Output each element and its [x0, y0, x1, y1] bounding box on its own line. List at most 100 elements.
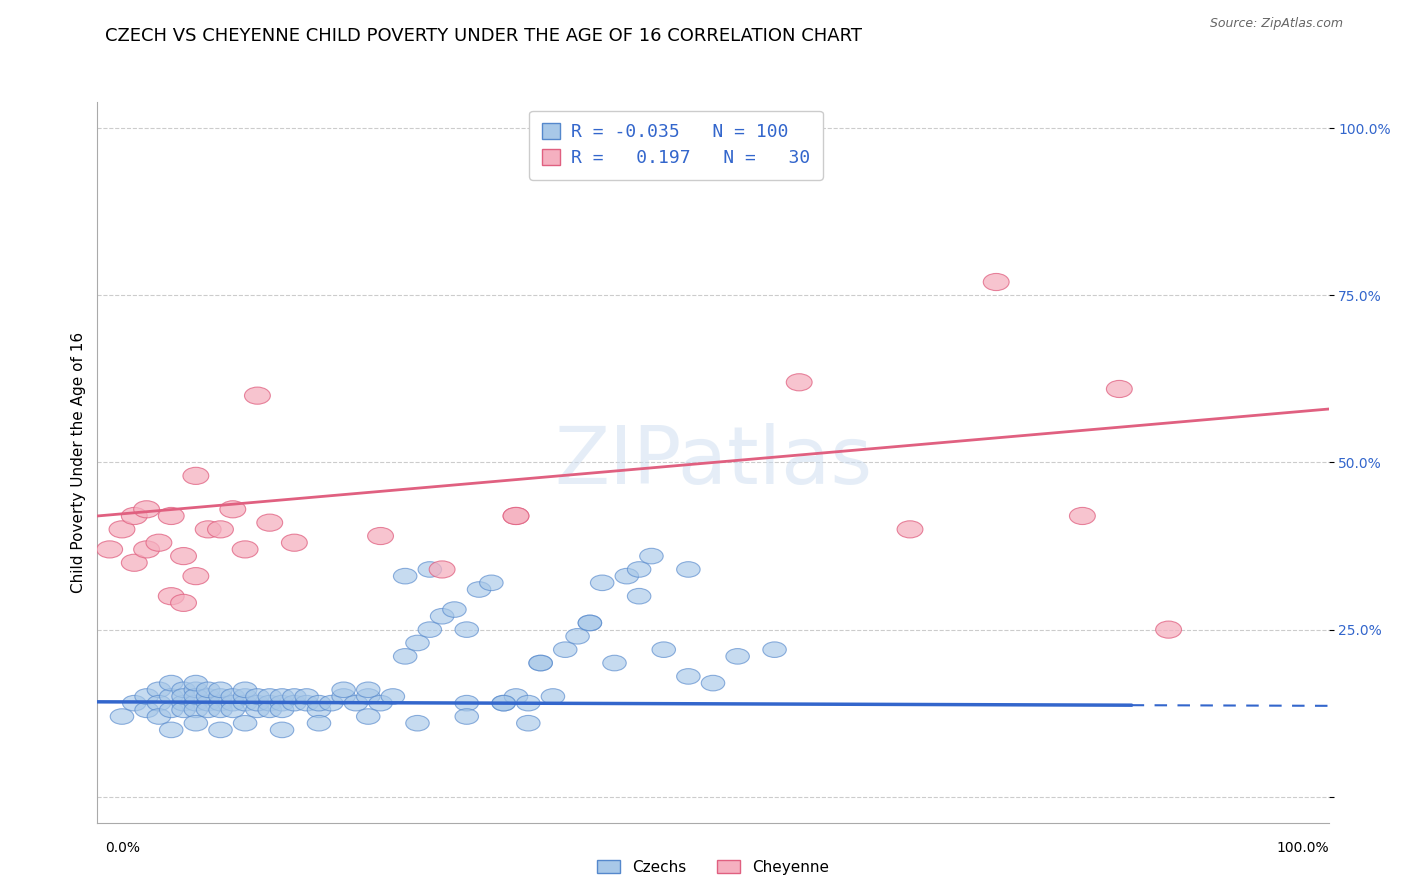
Ellipse shape	[121, 554, 148, 572]
Ellipse shape	[467, 582, 491, 598]
Ellipse shape	[110, 521, 135, 538]
Ellipse shape	[208, 702, 232, 718]
Ellipse shape	[232, 541, 259, 558]
Ellipse shape	[97, 541, 122, 558]
Ellipse shape	[763, 642, 786, 657]
Ellipse shape	[652, 642, 675, 657]
Ellipse shape	[208, 682, 232, 698]
Ellipse shape	[479, 575, 503, 591]
Ellipse shape	[197, 682, 219, 698]
Ellipse shape	[456, 622, 478, 638]
Ellipse shape	[505, 689, 527, 705]
Ellipse shape	[233, 689, 257, 705]
Ellipse shape	[135, 689, 159, 705]
Ellipse shape	[246, 689, 269, 705]
Ellipse shape	[406, 715, 429, 731]
Ellipse shape	[184, 715, 208, 731]
Ellipse shape	[184, 702, 208, 718]
Ellipse shape	[170, 594, 197, 611]
Ellipse shape	[110, 709, 134, 724]
Ellipse shape	[148, 682, 170, 698]
Y-axis label: Child Poverty Under the Age of 16: Child Poverty Under the Age of 16	[72, 332, 86, 593]
Ellipse shape	[554, 642, 576, 657]
Ellipse shape	[122, 696, 146, 711]
Ellipse shape	[308, 702, 330, 718]
Ellipse shape	[503, 508, 529, 524]
Ellipse shape	[208, 696, 232, 711]
Ellipse shape	[725, 648, 749, 665]
Ellipse shape	[270, 723, 294, 738]
Ellipse shape	[418, 562, 441, 577]
Ellipse shape	[159, 675, 183, 691]
Ellipse shape	[529, 656, 553, 671]
Ellipse shape	[308, 715, 330, 731]
Ellipse shape	[394, 648, 418, 665]
Ellipse shape	[357, 709, 380, 724]
Ellipse shape	[332, 689, 356, 705]
Ellipse shape	[529, 656, 553, 671]
Ellipse shape	[344, 696, 368, 711]
Ellipse shape	[170, 548, 197, 565]
Ellipse shape	[430, 608, 454, 624]
Ellipse shape	[381, 689, 405, 705]
Ellipse shape	[308, 696, 330, 711]
Ellipse shape	[295, 696, 318, 711]
Ellipse shape	[195, 521, 221, 538]
Ellipse shape	[786, 374, 813, 391]
Ellipse shape	[184, 675, 208, 691]
Ellipse shape	[257, 696, 281, 711]
Ellipse shape	[134, 500, 159, 518]
Ellipse shape	[492, 696, 516, 711]
Ellipse shape	[159, 723, 183, 738]
Ellipse shape	[233, 715, 257, 731]
Ellipse shape	[257, 689, 281, 705]
Ellipse shape	[443, 602, 467, 617]
Ellipse shape	[627, 589, 651, 604]
Ellipse shape	[208, 521, 233, 538]
Ellipse shape	[245, 387, 270, 404]
Text: CZECH VS CHEYENNE CHILD POVERTY UNDER THE AGE OF 16 CORRELATION CHART: CZECH VS CHEYENNE CHILD POVERTY UNDER TH…	[105, 27, 862, 45]
Ellipse shape	[295, 689, 318, 705]
Ellipse shape	[184, 696, 208, 711]
Ellipse shape	[159, 588, 184, 605]
Ellipse shape	[219, 500, 246, 518]
Ellipse shape	[257, 514, 283, 532]
Ellipse shape	[1156, 621, 1181, 638]
Ellipse shape	[184, 689, 208, 705]
Ellipse shape	[197, 702, 219, 718]
Ellipse shape	[603, 656, 626, 671]
Ellipse shape	[492, 696, 516, 711]
Ellipse shape	[148, 709, 170, 724]
Legend: R = -0.035   N = 100, R =   0.197   N =   30: R = -0.035 N = 100, R = 0.197 N = 30	[529, 111, 823, 179]
Ellipse shape	[246, 696, 269, 711]
Ellipse shape	[146, 534, 172, 551]
Ellipse shape	[503, 508, 529, 524]
Ellipse shape	[332, 682, 356, 698]
Ellipse shape	[184, 682, 208, 698]
Ellipse shape	[233, 682, 257, 698]
Ellipse shape	[357, 689, 380, 705]
Ellipse shape	[627, 562, 651, 577]
Ellipse shape	[197, 689, 219, 705]
Ellipse shape	[456, 709, 478, 724]
Ellipse shape	[257, 702, 281, 718]
Ellipse shape	[283, 696, 307, 711]
Ellipse shape	[614, 568, 638, 584]
Ellipse shape	[676, 669, 700, 684]
Ellipse shape	[516, 715, 540, 731]
Ellipse shape	[676, 562, 700, 577]
Ellipse shape	[208, 689, 232, 705]
Ellipse shape	[148, 696, 170, 711]
Ellipse shape	[159, 702, 183, 718]
Ellipse shape	[159, 689, 183, 705]
Ellipse shape	[357, 682, 380, 698]
Ellipse shape	[159, 508, 184, 524]
Ellipse shape	[172, 689, 195, 705]
Ellipse shape	[134, 541, 159, 558]
Ellipse shape	[591, 575, 614, 591]
Ellipse shape	[183, 467, 208, 484]
Ellipse shape	[233, 696, 257, 711]
Ellipse shape	[135, 702, 159, 718]
Ellipse shape	[456, 696, 478, 711]
Ellipse shape	[246, 702, 269, 718]
